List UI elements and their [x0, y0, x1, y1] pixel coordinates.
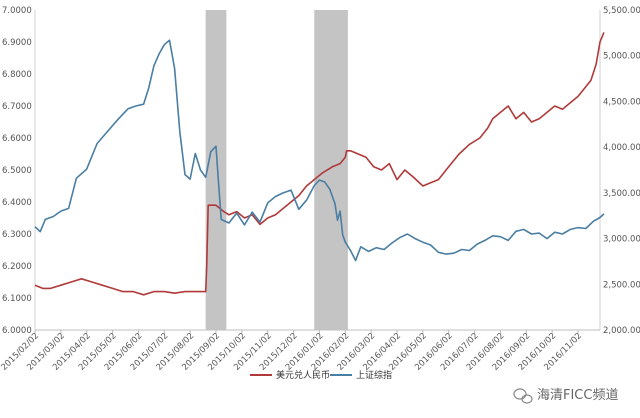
left-tick-label: 6.6000: [2, 134, 32, 144]
watermark-text: 海清FICC频道: [537, 388, 618, 403]
left-tick-label: 6.4000: [2, 198, 32, 208]
x-tick-labels: 2015/02/022015/03/022015/04/022015/05/02…: [0, 330, 584, 373]
left-tick-label: 6.1000: [2, 294, 32, 304]
right-tick-label: 5,500.00: [603, 6, 640, 16]
right-tick-label: 5,000.00: [603, 52, 640, 62]
right-y-tick-labels: 2,000.00 2,500.00 3,000.00 3,500.00 4,000.00…: [603, 6, 640, 336]
right-tick-label: 2,000.00: [603, 326, 640, 336]
axes: [34, 10, 601, 331]
left-tick-label: 6.7000: [2, 102, 32, 112]
legend-label: 美元兑人民币: [276, 369, 330, 381]
left-tick-label: 7.0000: [2, 6, 32, 16]
right-tick-label: 3,000.00: [603, 235, 640, 245]
shaded-period-1: [205, 10, 227, 330]
left-y-tick-labels: 6.0000 6.1000 6.2000 6.3000 6.4000 6.5000 6.60…: [2, 6, 32, 336]
left-tick-label: 6.2000: [2, 262, 32, 272]
wechat-icon: [513, 388, 533, 404]
left-tick-label: 6.8000: [2, 70, 32, 80]
shaded-period-2: [314, 10, 348, 330]
series-line-usdcny: [34, 32, 605, 296]
left-tick-label: 6.3000: [2, 230, 32, 240]
right-tick-label: 3,500.00: [603, 189, 640, 199]
series-lines: [34, 32, 605, 296]
watermark: 海清FICC频道: [513, 388, 618, 404]
right-tick-label: 4,000.00: [603, 143, 640, 153]
right-tick-label: 2,500.00: [603, 280, 640, 290]
series-line-shanghai-composite: [34, 39, 605, 262]
left-tick-label: 6.5000: [2, 166, 32, 176]
legend-label: 上证综指: [356, 369, 392, 381]
left-tick-label: 6.9000: [2, 38, 32, 48]
right-tick-label: 4,500.00: [603, 97, 640, 107]
left-tick-label: 6.0000: [2, 326, 32, 336]
legend: 美元兑人民币 上证综指: [250, 369, 392, 381]
shaded-periods: [205, 10, 348, 330]
